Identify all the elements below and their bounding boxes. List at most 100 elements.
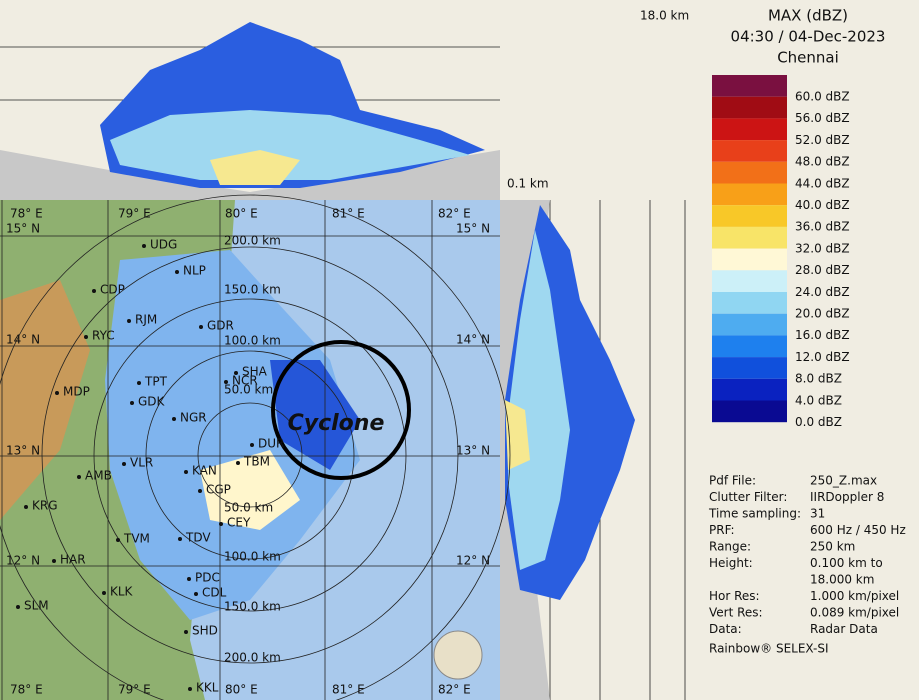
range-label: 50.0 km (224, 383, 273, 397)
legend-swatch (712, 248, 787, 271)
info-value: 250 km (810, 540, 855, 554)
city-dot (184, 630, 188, 634)
city-dot (24, 505, 28, 509)
city-label: GDR (207, 319, 234, 333)
cyclone-label: Cyclone (288, 411, 385, 436)
city-dot (52, 559, 56, 563)
city-label: CDL (202, 586, 227, 600)
legend-swatch (712, 335, 787, 358)
legend-label: 12.0 dBZ (795, 350, 850, 364)
legend-label: 32.0 dBZ (795, 241, 850, 255)
latitude-label: 13° N (456, 444, 490, 458)
legend-swatch (712, 75, 787, 97)
legend-swatch (712, 161, 787, 184)
map: Cyclone 78° E 78° E 79° E 79° E 80° E 80° E 81… (0, 194, 511, 700)
credit: Rainbow® SELEX-SI (709, 642, 829, 656)
city-label: SHA (242, 365, 268, 379)
city-label: KLK (110, 585, 134, 599)
legend-label: 40.0 dBZ (795, 198, 850, 212)
city-label: AMB (85, 469, 112, 483)
info-key: Pdf File: (709, 474, 756, 488)
info-value: 0.089 km/pixel (810, 606, 899, 620)
city-dot (116, 538, 120, 542)
echo-profile (508, 230, 570, 570)
city-label: CEY (227, 516, 251, 530)
info-value: IIRDoppler 8 (810, 490, 884, 504)
legend-swatch (712, 226, 787, 249)
longitude-label: 81° E (332, 683, 365, 697)
city-dot (137, 381, 141, 385)
latitude-label: 13° N (6, 444, 40, 458)
city-label: TBM (243, 455, 270, 469)
legend-swatch (712, 357, 787, 379)
city-dot (92, 289, 96, 293)
city-label: TPT (144, 375, 168, 389)
info-value: 0.100 km to (810, 556, 883, 570)
city-dot (77, 475, 81, 479)
range-ring (41, 246, 459, 664)
city-dot (102, 591, 106, 595)
city-dot (194, 592, 198, 596)
city-dot (250, 443, 254, 447)
legend-swatch (712, 118, 787, 141)
city-dot (236, 461, 240, 465)
range-ring (0, 194, 511, 700)
range-label: 200.0 km (224, 651, 281, 665)
city-dot (234, 371, 238, 375)
cyclone-circle (271, 340, 411, 480)
latitude-label: 12° N (6, 554, 40, 568)
longitude-label: 80° E (225, 207, 258, 221)
echo-profile (110, 110, 470, 180)
city-dot (198, 489, 202, 493)
city-dot (178, 537, 182, 541)
latitude-label: 15° N (6, 222, 40, 236)
city-dot (130, 401, 134, 405)
right-profile: 0.1 km (500, 177, 686, 700)
legend-swatch (712, 292, 787, 314)
echo-profile (210, 150, 300, 185)
legend-label: 20.0 dBZ (795, 307, 850, 321)
city-label: CDP (100, 283, 125, 297)
city-label: RJM (135, 313, 157, 327)
legend-label: 36.0 dBZ (795, 220, 850, 234)
latitude-label: 14° N (6, 333, 40, 347)
legend-label: 28.0 dBZ (795, 263, 850, 277)
city-label: GDK (138, 395, 166, 409)
city-label: UDG (150, 238, 177, 252)
latitude-label: 14° N (456, 333, 490, 347)
city-label: NGR (180, 411, 207, 425)
info-key: Range: (709, 540, 751, 554)
city-dot (175, 270, 179, 274)
longitude-label: 80° E (225, 683, 258, 697)
highland (0, 280, 90, 520)
echo (200, 450, 300, 530)
info-value: 250_Z.max (810, 474, 877, 488)
range-label: 50.0 km (224, 501, 273, 515)
info-key: Time sampling: (708, 507, 801, 521)
range-label: 100.0 km (224, 550, 281, 564)
city-label: TVM (123, 532, 150, 546)
range-label: 100.0 km (224, 334, 281, 348)
city-dot (55, 391, 59, 395)
echo (105, 250, 360, 620)
info-key: Clutter Filter: (709, 490, 787, 504)
city-label: NLP (183, 264, 206, 278)
legend-label: 24.0 dBZ (795, 285, 850, 299)
range-ring (197, 402, 303, 508)
legend-label: 8.0 dBZ (795, 372, 842, 386)
longitude-label: 81° E (332, 207, 365, 221)
timestamp: 04:30 / 04-Dec-2023 (731, 28, 886, 46)
city-label: KRG (32, 499, 58, 513)
profile-mask (0, 150, 500, 200)
legend-label: 0.0 dBZ (795, 415, 842, 429)
city-dot (172, 417, 176, 421)
info-value: Radar Data (810, 622, 878, 636)
longitude-label: 79° E (118, 683, 151, 697)
info-value: 600 Hz / 450 Hz (810, 523, 906, 537)
city-dot (188, 687, 192, 691)
echo-profile (505, 400, 530, 470)
range-label: 150.0 km (224, 283, 281, 297)
legend-label: 52.0 dBZ (795, 133, 850, 147)
station: Chennai (777, 49, 839, 67)
